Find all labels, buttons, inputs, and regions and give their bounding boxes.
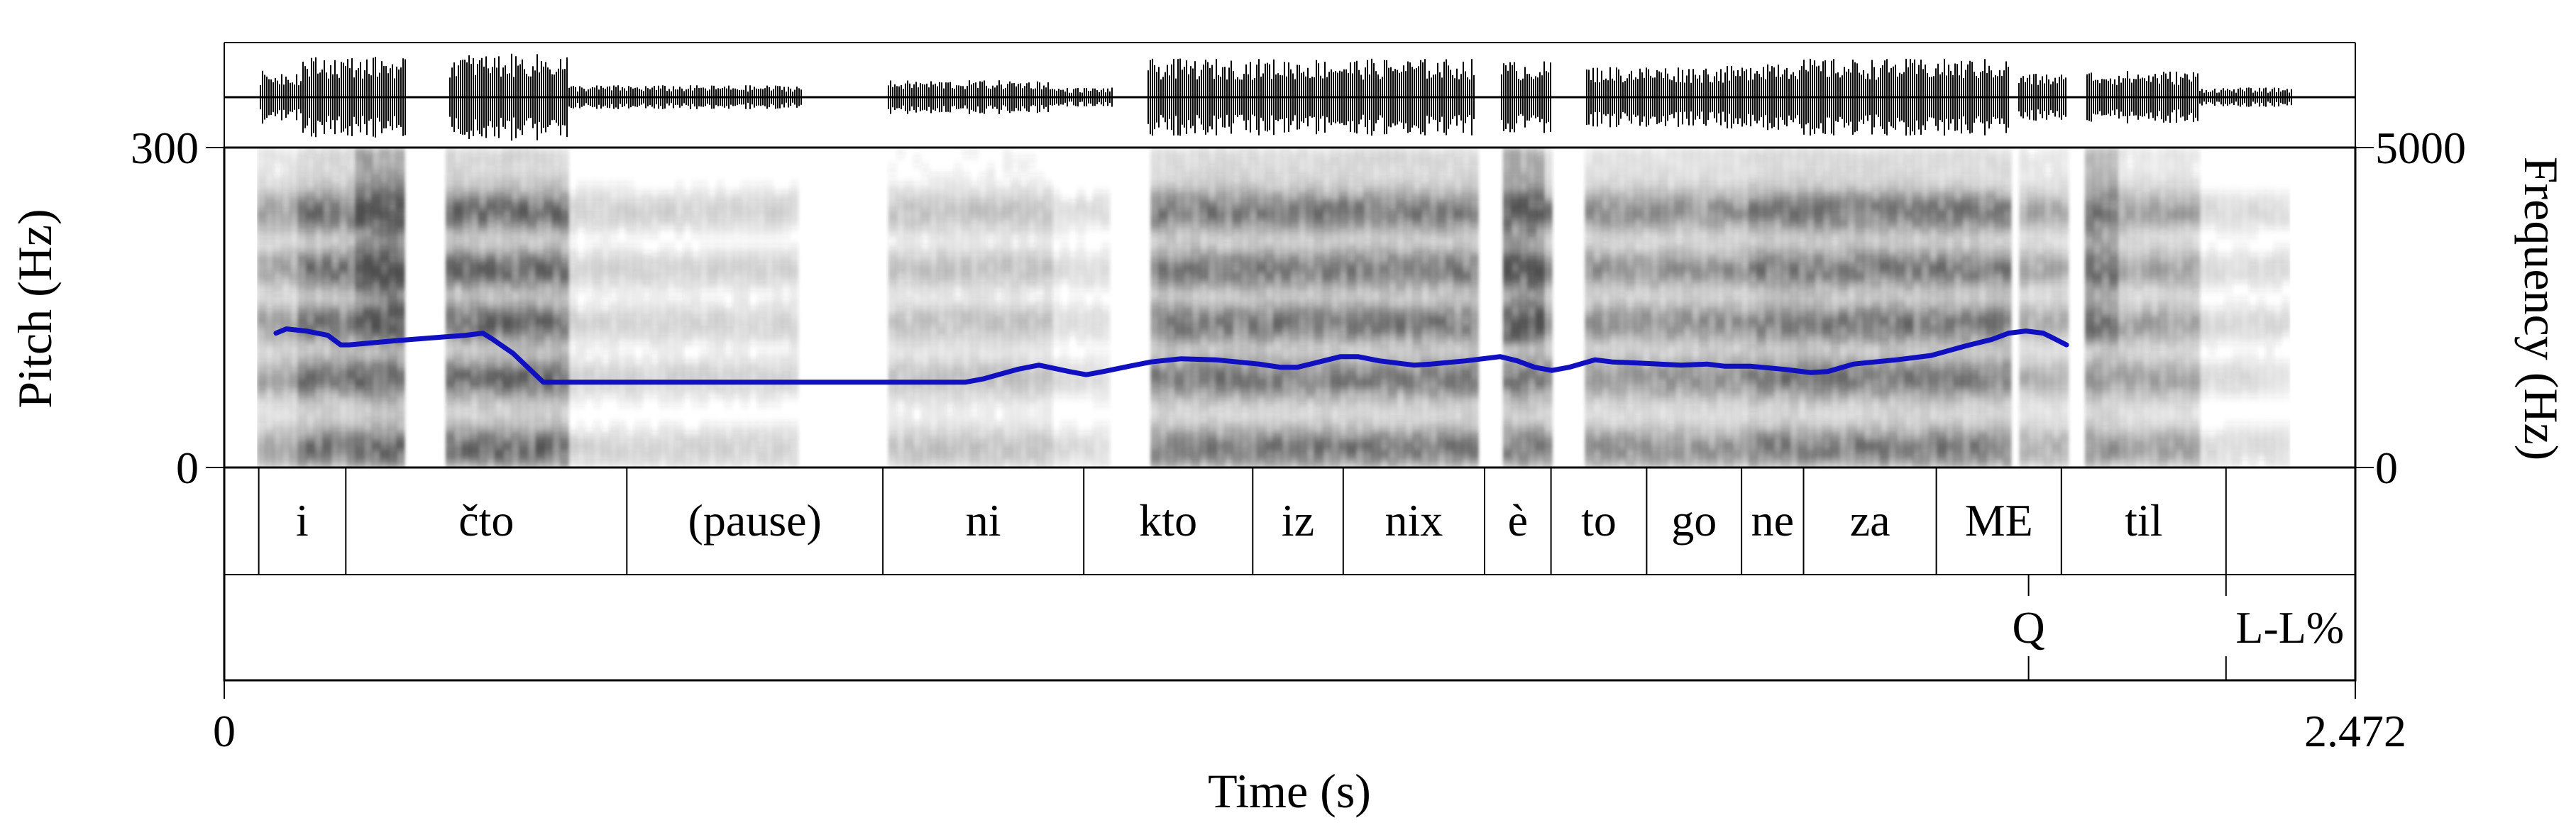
frequency-axis-min: 0 <box>2375 443 2398 493</box>
tier-panels: i čto (pause) ni kto iz nix è to go ne za ME til Q L-L… <box>224 467 2355 680</box>
word-label: to <box>1581 495 1617 546</box>
tone-tier: Q L-L% <box>2012 575 2344 680</box>
word-label: kto <box>1139 495 1197 546</box>
word-label: iz <box>1282 495 1314 546</box>
word-label: til <box>2125 495 2162 546</box>
waveform-panel <box>224 43 2355 148</box>
word-label: ne <box>1751 495 1794 546</box>
word-label: go <box>1671 495 1717 546</box>
word-label: i <box>296 495 309 546</box>
word-label: ni <box>966 495 1001 546</box>
spectrogram <box>257 148 2290 468</box>
time-axis-start: 0 <box>213 706 236 756</box>
word-label: za <box>1850 495 1890 546</box>
word-tier: i čto (pause) ni kto iz nix è to go ne za ME til <box>259 467 2226 575</box>
tone-label: L-L% <box>2235 602 2344 653</box>
word-label: nix <box>1385 495 1443 546</box>
frequency-axis: 5000 0 Frequency (Hz) <box>2355 123 2568 493</box>
time-axis-end: 2.472 <box>2304 706 2406 756</box>
pitch-axis-min: 0 <box>176 443 199 493</box>
word-label: (pause) <box>688 495 822 546</box>
frequency-axis-title: Frequency (Hz) <box>2514 157 2568 461</box>
time-axis-title: Time (s) <box>1208 764 1371 818</box>
pitch-axis-title: Pitch (Hz) <box>8 209 62 408</box>
spectrogram-panel <box>224 148 2355 468</box>
frequency-axis-max: 5000 <box>2375 123 2466 173</box>
tone-label: Q <box>2012 602 2044 653</box>
word-label: ME <box>1965 495 2033 546</box>
time-axis: 0 2.472 Time (s) <box>213 680 2406 818</box>
word-label: čto <box>458 495 514 546</box>
pitch-axis: 300 0 Pitch (Hz) <box>8 123 224 493</box>
pitch-axis-max: 300 <box>131 123 199 173</box>
word-label: è <box>1508 495 1528 546</box>
